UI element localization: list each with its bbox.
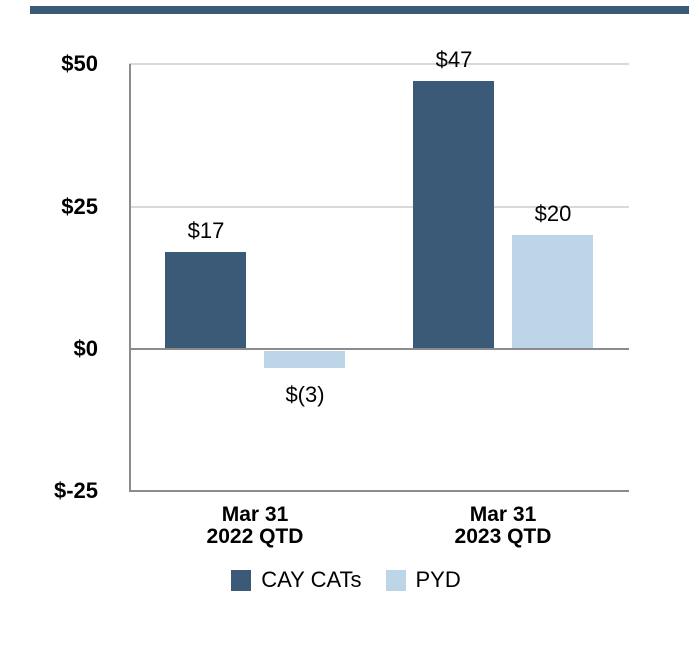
bar-cay-cats-2023: [413, 81, 494, 349]
x-axis-label-line: Mar 31: [221, 503, 289, 526]
y-tick-label-25: $25: [61, 194, 98, 219]
legend-label-pyd: PYD: [415, 567, 461, 592]
legend-item-cay-cats: CAY CATs: [231, 567, 362, 592]
gridline-0: [129, 348, 629, 350]
bar-value-label-cay-cats-2023: $47: [435, 47, 473, 72]
legend: CAY CATs PYD: [0, 569, 692, 591]
legend-swatch-pyd: [385, 569, 406, 591]
bar-value-label-pyd-2023: $20: [534, 201, 572, 226]
gridline--25: [129, 490, 629, 492]
y-tick-label-0: $0: [73, 336, 98, 361]
x-axis-label-2022: Mar 31 2022 QTD: [145, 504, 365, 548]
bar-pyd-2023: [512, 235, 593, 349]
y-axis-line: [129, 64, 131, 491]
bar-pyd-2022: [264, 351, 345, 368]
x-axis-label-2023: Mar 31 2023 QTD: [393, 504, 613, 548]
top-border-rule: [30, 6, 689, 14]
gridline-50: [129, 63, 629, 65]
gridline-25: [129, 206, 629, 208]
x-axis-label-line: 2022 QTD: [206, 525, 304, 548]
legend-item-pyd: PYD: [385, 567, 461, 592]
bar-value-label-cay-cats-2022: $17: [187, 218, 225, 243]
y-tick-label-50: $50: [61, 51, 98, 76]
legend-swatch-cay-cats: [231, 569, 252, 591]
x-axis-label-line: Mar 31: [469, 503, 537, 526]
y-tick-label--25: $-25: [53, 478, 98, 503]
x-axis-label-line: 2023 QTD: [454, 525, 552, 548]
bar-cay-cats-2022: [165, 252, 246, 349]
bar-value-label-pyd-2022: $(3): [285, 382, 325, 407]
legend-label-cay-cats: CAY CATs: [261, 567, 362, 592]
